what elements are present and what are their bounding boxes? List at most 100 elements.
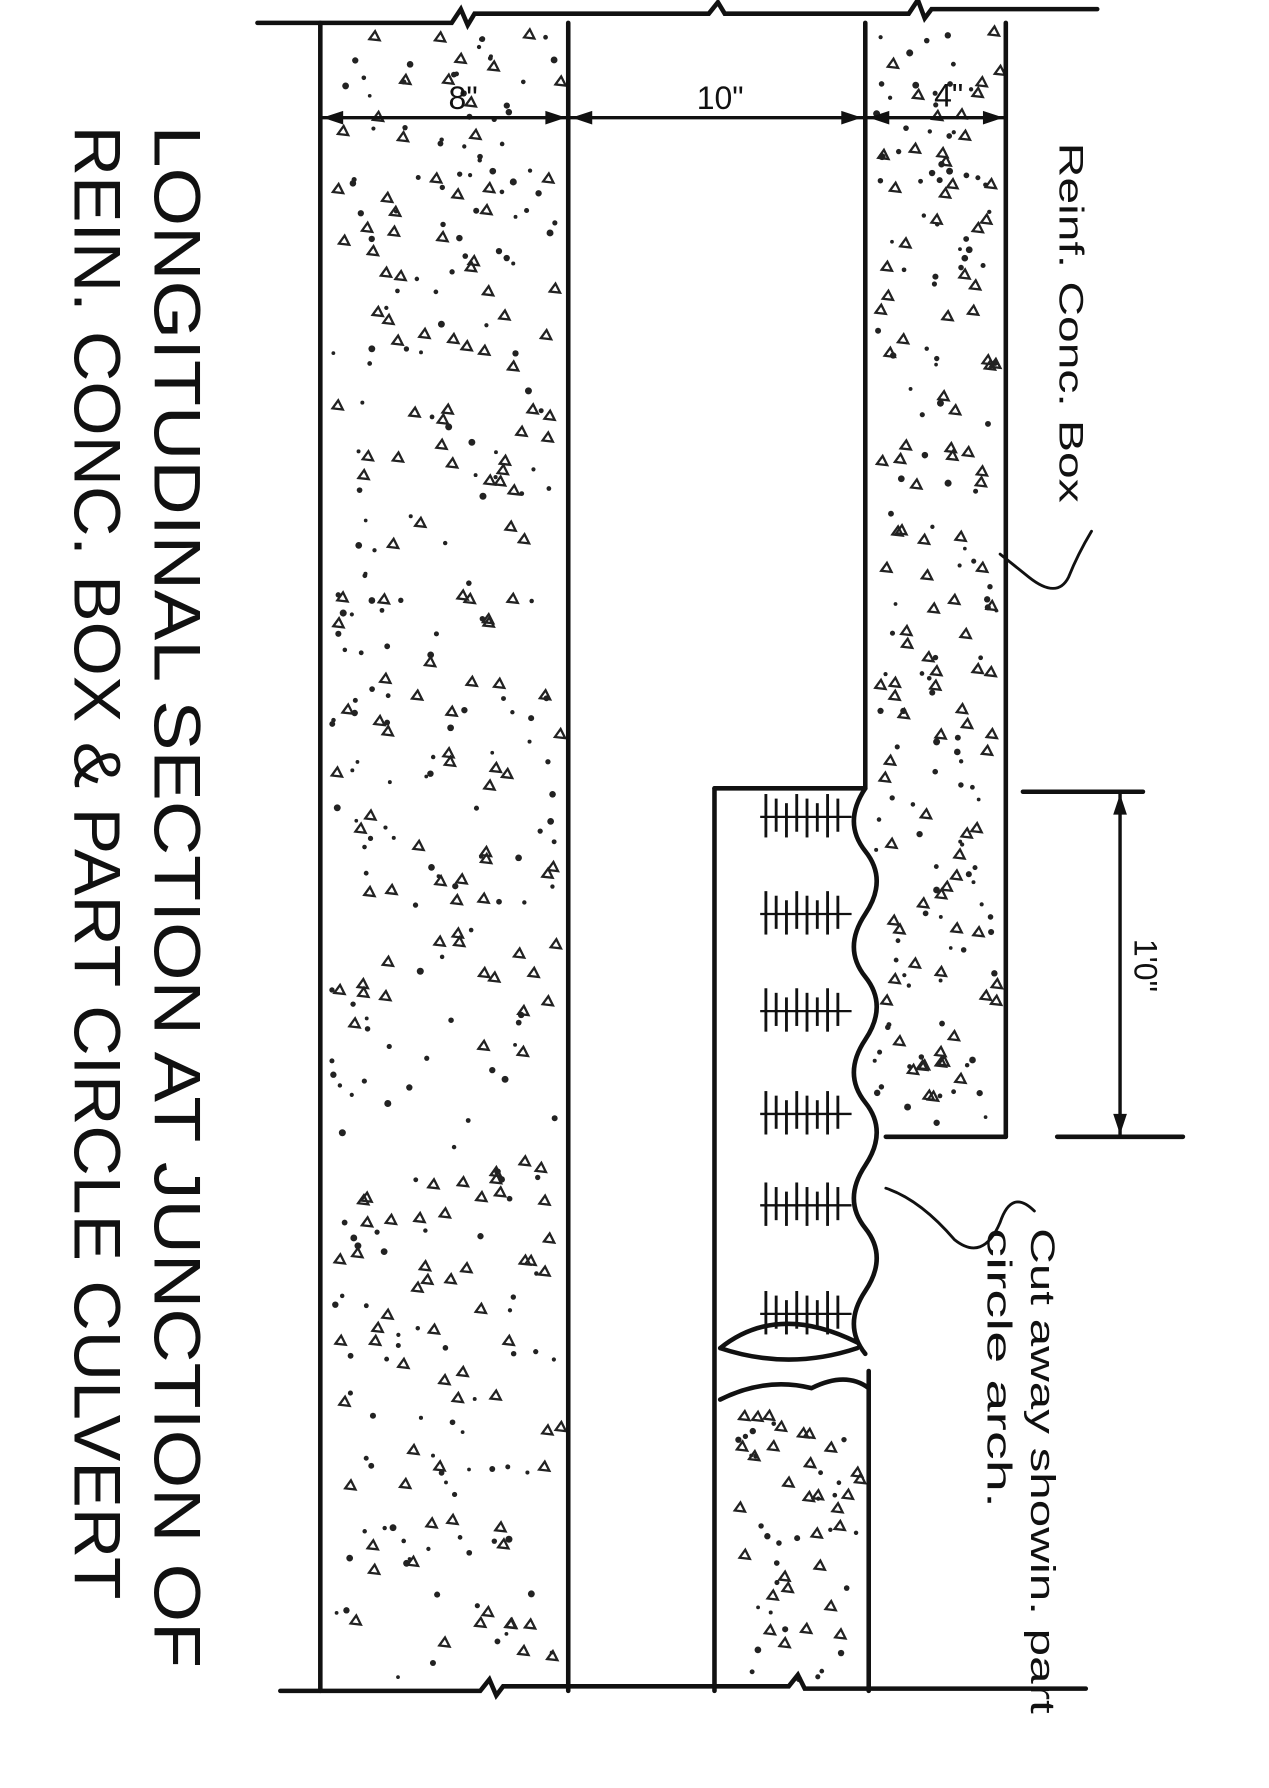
stroke bbox=[364, 1016, 369, 1021]
stroke bbox=[970, 220, 985, 234]
stroke bbox=[492, 1185, 508, 1198]
stroke bbox=[481, 615, 496, 629]
stroke bbox=[363, 1455, 369, 1461]
stroke bbox=[355, 976, 370, 990]
stroke bbox=[938, 161, 945, 168]
stroke bbox=[396, 1332, 401, 1337]
stroke bbox=[810, 1487, 825, 1501]
stroke bbox=[473, 1615, 488, 1629]
stroke bbox=[885, 1024, 891, 1031]
stroke bbox=[887, 675, 902, 689]
stroke bbox=[468, 927, 474, 933]
stroke bbox=[354, 1242, 362, 1250]
stroke bbox=[928, 169, 936, 177]
stroke bbox=[402, 124, 408, 131]
stroke bbox=[970, 85, 985, 99]
stroke bbox=[364, 1026, 371, 1032]
stroke bbox=[350, 1234, 358, 1242]
stroke bbox=[498, 1176, 505, 1183]
stroke bbox=[899, 623, 914, 637]
stroke bbox=[422, 654, 438, 668]
stroke bbox=[535, 190, 542, 197]
stroke bbox=[933, 1119, 940, 1126]
stroke bbox=[895, 938, 901, 944]
stroke bbox=[459, 339, 474, 352]
stroke bbox=[936, 177, 943, 184]
stroke bbox=[379, 607, 385, 613]
stroke bbox=[432, 30, 448, 43]
stroke bbox=[898, 438, 913, 451]
stroke bbox=[747, 1448, 762, 1462]
stroke bbox=[356, 467, 371, 481]
stroke bbox=[541, 1231, 557, 1244]
stroke bbox=[551, 839, 557, 845]
stroke bbox=[946, 167, 954, 175]
stroke bbox=[495, 248, 503, 255]
stroke bbox=[426, 1177, 441, 1190]
stroke bbox=[959, 826, 974, 839]
stroke bbox=[802, 1455, 818, 1469]
stroke bbox=[553, 1419, 568, 1433]
stroke bbox=[984, 726, 999, 740]
stroke bbox=[873, 302, 888, 316]
stroke bbox=[489, 1066, 496, 1074]
stroke bbox=[545, 1648, 560, 1662]
stroke bbox=[909, 477, 924, 491]
stroke bbox=[933, 1055, 948, 1068]
stroke bbox=[379, 190, 395, 204]
stroke bbox=[526, 965, 541, 979]
stroke bbox=[537, 828, 543, 834]
stroke bbox=[367, 835, 374, 842]
stroke bbox=[948, 946, 953, 950]
stroke bbox=[352, 697, 358, 703]
stroke bbox=[445, 423, 453, 431]
stroke bbox=[331, 615, 346, 629]
stroke bbox=[391, 835, 396, 840]
stroke bbox=[412, 1210, 427, 1224]
label: Cut away showin. part bbox=[1023, 1228, 1061, 1714]
stroke bbox=[482, 778, 497, 791]
stroke bbox=[369, 686, 375, 692]
stroke bbox=[916, 1058, 932, 1071]
stroke bbox=[548, 937, 563, 950]
stroke bbox=[960, 947, 967, 953]
stroke bbox=[946, 133, 953, 139]
stroke bbox=[359, 220, 375, 234]
stroke bbox=[450, 926, 465, 940]
stroke bbox=[773, 1419, 789, 1433]
dim-label: 10" bbox=[697, 80, 744, 116]
stroke bbox=[476, 44, 482, 50]
stroke bbox=[918, 1054, 925, 1060]
concrete-stipple bbox=[329, 24, 1008, 1683]
stroke bbox=[497, 308, 512, 321]
stroke bbox=[921, 213, 927, 218]
stroke bbox=[516, 531, 532, 545]
stroke bbox=[417, 1258, 433, 1272]
stroke bbox=[874, 453, 890, 467]
stroke bbox=[971, 558, 977, 564]
stroke bbox=[533, 1160, 548, 1174]
dim-label: 1'0" bbox=[1127, 939, 1163, 992]
stroke bbox=[876, 817, 882, 822]
stroke bbox=[907, 956, 922, 969]
stroke bbox=[455, 588, 470, 601]
stroke bbox=[982, 358, 998, 371]
stroke bbox=[451, 1491, 458, 1498]
stroke bbox=[447, 724, 454, 732]
stroke bbox=[971, 880, 976, 885]
stroke bbox=[964, 1062, 970, 1068]
stroke bbox=[363, 518, 368, 523]
stroke bbox=[987, 209, 992, 215]
stroke bbox=[887, 180, 903, 194]
stroke bbox=[504, 1631, 509, 1636]
stroke bbox=[906, 983, 912, 988]
stroke bbox=[414, 276, 420, 282]
stroke bbox=[367, 28, 382, 42]
stroke bbox=[337, 1394, 352, 1408]
stroke bbox=[877, 707, 884, 715]
stroke bbox=[474, 1189, 489, 1203]
stroke bbox=[926, 601, 941, 615]
stroke bbox=[434, 437, 449, 451]
stroke bbox=[335, 630, 342, 637]
stroke bbox=[479, 615, 486, 622]
